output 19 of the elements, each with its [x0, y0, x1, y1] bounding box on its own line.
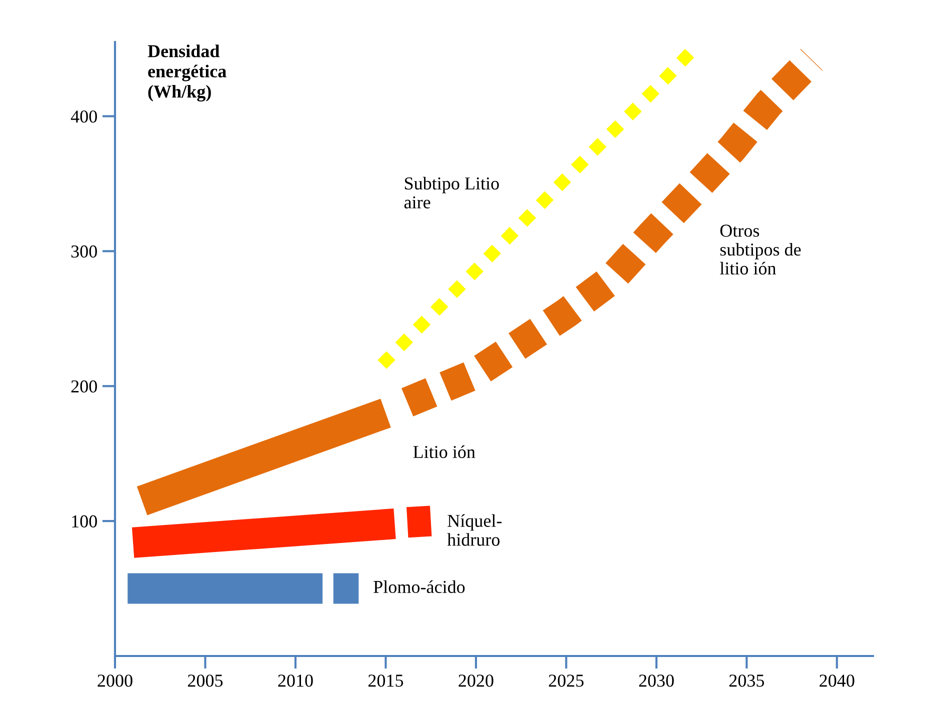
x-tick-label: 2000	[98, 674, 132, 687]
x-tick-label: 2010	[278, 674, 313, 687]
series-label: Subtipo Litio aire	[404, 176, 499, 208]
y-tick-label: 400	[70, 110, 97, 123]
y-axis-title: Densidad energética (Wh/kg)	[148, 44, 226, 102]
text: Otros subtipos de litio ión	[720, 224, 801, 275]
series-label: Níquel- hidruro	[447, 514, 502, 546]
x-tick-label: 2020	[458, 674, 494, 687]
y-tick-label: 100	[72, 515, 97, 528]
text: Litio ión	[413, 445, 476, 458]
series-label: Plomo-ácido	[374, 580, 465, 594]
y-tick-label: 300	[71, 245, 97, 258]
x-tick-label: 2025	[548, 674, 584, 687]
x-tick-label: 2030	[639, 674, 674, 687]
y-tick-label: 200	[71, 380, 97, 393]
x-tick-label: 2015	[368, 674, 404, 687]
x-tick-label: 2005	[188, 674, 223, 687]
x-tick-label: 2040	[820, 674, 854, 687]
x-tick-label: 2035	[729, 674, 764, 687]
